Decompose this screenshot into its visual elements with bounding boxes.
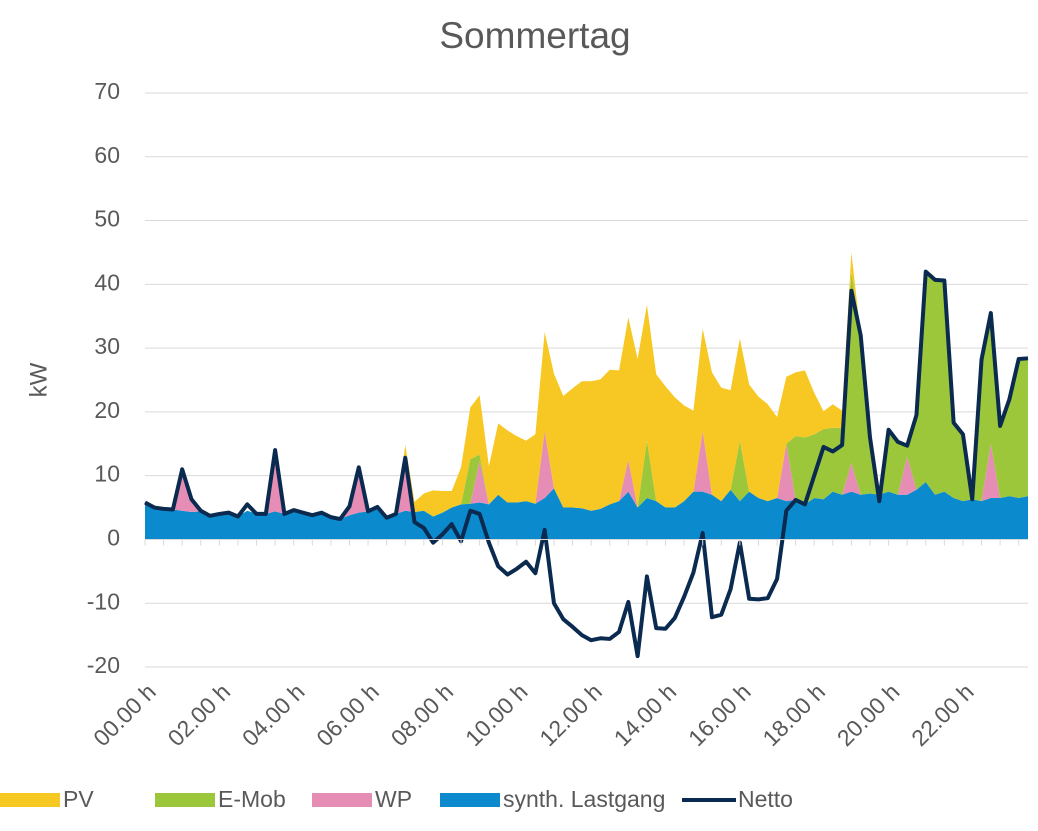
y-tick-label: 0	[107, 525, 120, 551]
x-tick-label: 08.00 h	[386, 678, 459, 751]
x-tick-label: 00.00 h	[88, 678, 161, 751]
x-tick-label: 18.00 h	[757, 678, 830, 751]
y-tick-label: -10	[87, 588, 120, 614]
legend-label: synth. Lastgang	[503, 786, 665, 812]
legend-swatch	[0, 793, 60, 807]
x-tick-label: 02.00 h	[163, 678, 236, 751]
legend-swatch	[440, 793, 500, 807]
line	[144, 269, 1029, 659]
area	[145, 431, 1028, 520]
x-tick-label: 14.00 h	[609, 678, 682, 751]
chart-title: Sommertag	[439, 15, 630, 56]
x-tick-label: 06.00 h	[311, 678, 384, 751]
x-tick-label: 12.00 h	[534, 678, 607, 751]
legend-label: PV	[63, 786, 94, 812]
y-tick-label: 20	[94, 397, 120, 423]
x-tick-label: 10.00 h	[460, 678, 533, 751]
x-tick-label: 04.00 h	[237, 678, 310, 751]
y-tick-label: -20	[87, 652, 120, 678]
y-tick-label: 70	[94, 78, 120, 104]
legend-label: Netto	[738, 786, 793, 812]
legend-label: E-Mob	[218, 786, 286, 812]
legend-swatch	[155, 793, 215, 807]
y-tick-label: 30	[94, 333, 120, 359]
y-tick-label: 60	[94, 142, 120, 168]
y-tick-label: 40	[94, 269, 120, 295]
legend-label: WP	[375, 786, 412, 812]
y-tick-label: 50	[94, 206, 120, 232]
area	[145, 252, 1028, 520]
area	[145, 271, 1028, 520]
x-tick-label: 16.00 h	[683, 678, 756, 751]
area	[145, 482, 1028, 540]
y-axis-label: kW	[25, 362, 52, 397]
legend-swatch	[312, 793, 372, 807]
y-tick-label: 10	[94, 461, 120, 487]
x-tick-label: 20.00 h	[832, 678, 905, 751]
x-tick-label: 22.00 h	[906, 678, 979, 751]
